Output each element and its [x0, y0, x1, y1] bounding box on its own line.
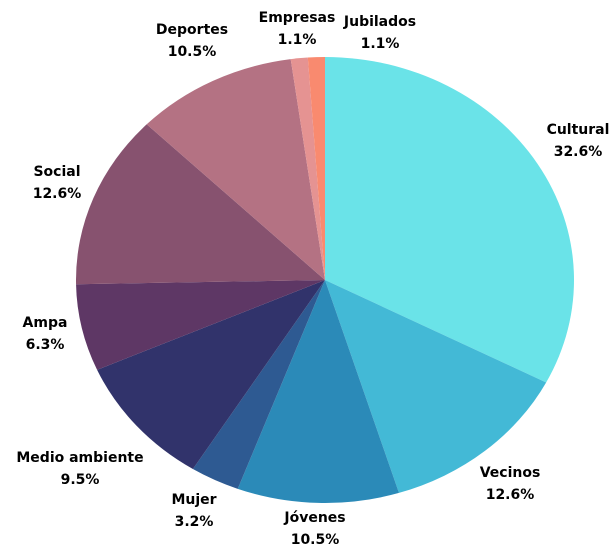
slice-value-label: 1.1%	[278, 32, 317, 48]
slice-value-label: 32.6%	[554, 144, 603, 160]
slice-value-label: 1.1%	[361, 36, 400, 52]
slice-label: Medio ambiente	[16, 450, 143, 466]
slice-value-label: 10.5%	[291, 532, 340, 547]
slice-label: Empresas	[259, 10, 336, 26]
slice-value-label: 12.6%	[486, 487, 535, 503]
slice-label: Ampa	[23, 315, 68, 331]
pie-slice	[307, 57, 325, 280]
slice-label: Cultural	[547, 122, 610, 138]
pie-slice	[97, 280, 325, 470]
pie-slice	[192, 280, 325, 489]
pie-slice	[325, 280, 547, 493]
slice-value-label: 12.6%	[33, 186, 82, 202]
slice-label: Jóvenes	[283, 510, 345, 526]
slice-label: Jubilados	[343, 14, 416, 30]
slice-value-label: 10.5%	[168, 44, 217, 60]
pie-slice	[325, 57, 575, 383]
slice-label: Social	[33, 164, 80, 180]
slice-label: Deportes	[156, 22, 228, 38]
pie-slice	[76, 280, 325, 370]
slice-label: Vecinos	[480, 465, 541, 481]
slice-value-label: 9.5%	[61, 472, 100, 488]
slice-label: Mujer	[171, 492, 216, 508]
pie-slice	[146, 59, 325, 280]
slice-value-label: 6.3%	[26, 337, 65, 353]
pie-slice	[76, 124, 325, 285]
pie-slice	[290, 57, 325, 280]
slice-value-label: 3.2%	[175, 514, 214, 530]
pie-slice	[237, 280, 399, 503]
